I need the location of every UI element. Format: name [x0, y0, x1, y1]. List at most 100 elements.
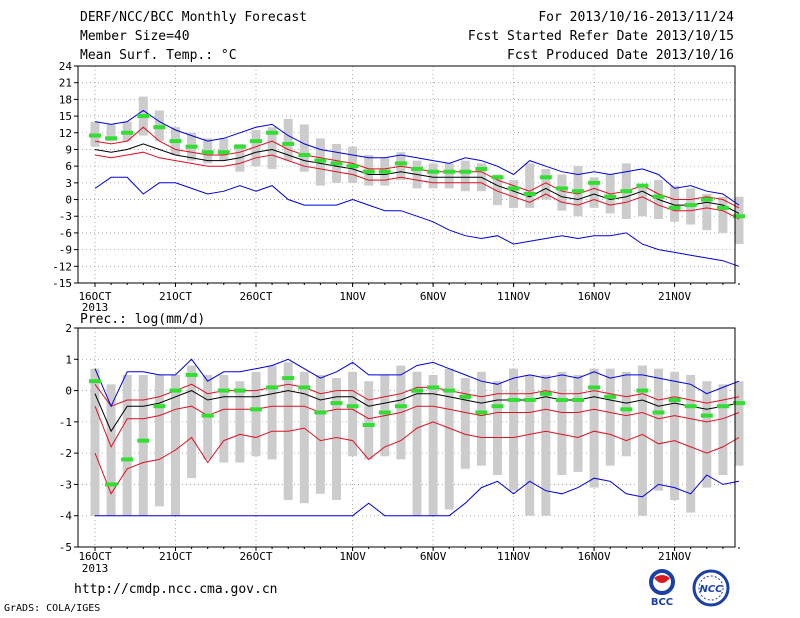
median-marker [636, 183, 649, 188]
grads-credit: GrADS: COLA/IGES [4, 603, 101, 614]
bcc-logo: BCC [649, 569, 675, 608]
median-marker [137, 438, 150, 443]
median-marker [153, 404, 166, 409]
x-tick-year: 2013 [82, 301, 109, 314]
range-bar [541, 374, 551, 516]
median-marker [459, 169, 472, 174]
y-tick-label: -5 [59, 541, 72, 554]
series-line-max [94, 358, 740, 408]
series-line-mean [94, 143, 740, 214]
median-marker [684, 404, 697, 409]
median-marker [620, 407, 633, 412]
y-tick-label: 2 [65, 322, 72, 335]
plot-frame [77, 65, 736, 284]
median-marker [636, 388, 649, 393]
x-tick-label: 21OCT [159, 550, 192, 563]
range-bar [412, 371, 422, 516]
median-marker [346, 404, 359, 409]
median-marker [572, 189, 584, 194]
y-tick-label: 1 [65, 353, 72, 366]
median-marker [539, 175, 552, 180]
median-marker [233, 144, 246, 149]
member-size: Member Size=40 [80, 29, 190, 44]
x-tick-label: 16OCT [78, 290, 111, 303]
range-bar [460, 160, 470, 192]
median-marker [652, 194, 665, 199]
median-marker [459, 394, 472, 399]
median-marker [491, 175, 504, 180]
range-bar [589, 368, 599, 488]
median-marker [330, 161, 343, 166]
range-bar [718, 384, 728, 476]
y-tick-label: 0 [65, 194, 72, 207]
y-tick-label: -3 [59, 210, 72, 223]
range-bar [138, 374, 148, 516]
range-bar [686, 374, 696, 513]
range-bar [364, 381, 374, 460]
series-line-lower2 [94, 421, 740, 495]
median-marker [266, 385, 279, 390]
median-marker [266, 130, 279, 135]
median-marker [378, 410, 391, 415]
y-tick-label: -9 [59, 244, 72, 257]
header-left: DERF/NCC/BCC Monthly Forecast Member Size… [80, 8, 307, 65]
forecast-period: For 2013/10/16-2013/11/24 [538, 10, 734, 25]
median-marker [523, 191, 536, 196]
x-tick-label: 26OCT [239, 290, 272, 303]
median-marker [121, 130, 134, 135]
median-marker [555, 397, 568, 402]
median-marker [716, 404, 729, 409]
forecast-start-date: Fcst Started Refer Date 2013/10/15 [467, 29, 734, 44]
range-bar [428, 163, 438, 189]
series-line-lower [94, 405, 740, 449]
range-bar [154, 374, 164, 507]
y-tick-label: 6 [65, 160, 72, 173]
median-marker [394, 404, 407, 409]
range-bar [251, 371, 261, 457]
median-marker [121, 457, 134, 462]
range-bar [637, 185, 647, 217]
range-bar [509, 180, 519, 208]
median-marker [298, 385, 311, 390]
median-marker [250, 139, 262, 144]
y-tick-label: -1 [59, 416, 72, 429]
median-marker [346, 164, 359, 169]
median-marker [362, 422, 375, 427]
median-marker [588, 180, 601, 185]
median-marker [700, 413, 713, 418]
range-bar [718, 196, 728, 233]
y-tick-label: -6 [59, 227, 72, 240]
median-marker [443, 388, 456, 393]
x-tick-label: 16NOV [578, 550, 611, 563]
x-tick-label: 6NOV [420, 290, 447, 303]
y-tick-label: -12 [52, 260, 72, 273]
range-bar [315, 374, 325, 494]
median-marker [233, 388, 246, 393]
x-tick-label: 1NOV [339, 550, 366, 563]
range-bar [122, 374, 132, 516]
median-marker [89, 133, 101, 138]
y-tick-label: 18 [59, 93, 72, 106]
series-line-min [94, 176, 740, 267]
median-marker [169, 388, 182, 393]
series-line-max [94, 109, 740, 206]
range-bar [460, 378, 470, 469]
median-marker [491, 404, 504, 409]
y-tick-label: -15 [52, 277, 72, 290]
median-marker [137, 114, 150, 119]
y-tick-label: 21 [59, 77, 72, 90]
range-bar [299, 371, 309, 504]
median-marker [105, 482, 118, 487]
range-bar [267, 365, 277, 460]
range-bar [573, 374, 583, 472]
range-bar [187, 365, 197, 479]
range-bar [348, 371, 358, 457]
range-bar [734, 381, 744, 466]
range-bar [654, 368, 663, 491]
precip-axis-label: Prec.: log(mm/d) [80, 312, 205, 327]
y-tick-label: -4 [59, 510, 73, 523]
median-marker [169, 139, 182, 144]
x-tick-label: 21OCT [159, 290, 192, 303]
source-url[interactable]: http://cmdp.ncc.cma.gov.cn [74, 582, 278, 597]
